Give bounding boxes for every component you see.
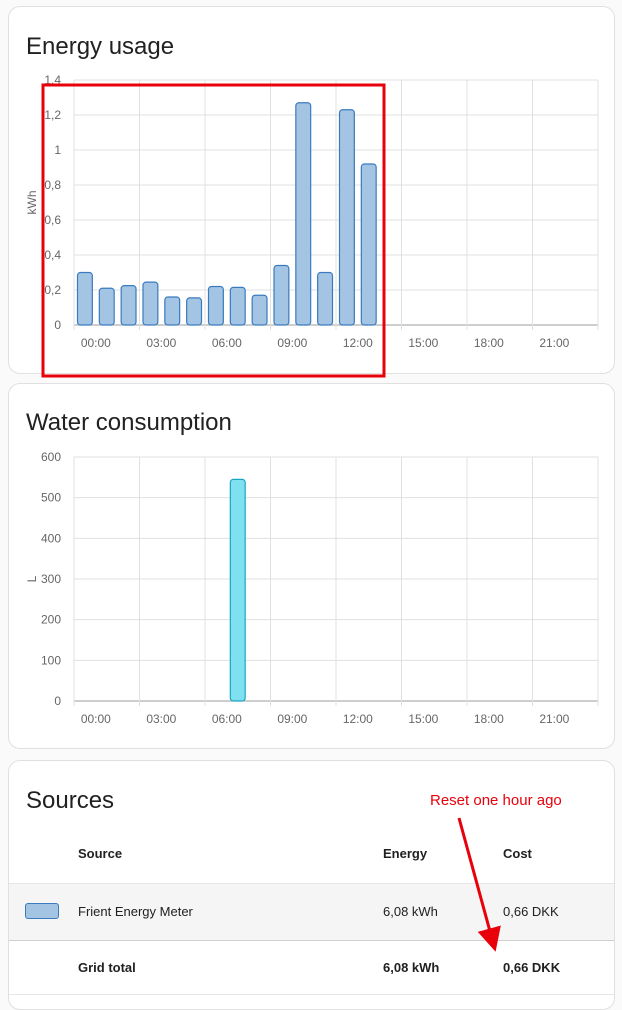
y-tick-label: 100 <box>41 653 61 667</box>
x-tick-label: 09:00 <box>277 336 307 350</box>
chart-bar <box>186 297 203 326</box>
water-consumption-card: Water consumption <box>8 383 615 749</box>
y-axis-label: L <box>25 575 39 582</box>
column-header-energy[interactable]: Energy <box>383 846 428 861</box>
y-tick-label: 1,2 <box>44 108 61 122</box>
y-tick-label: 0,2 <box>44 283 61 297</box>
y-tick-label: 1 <box>54 143 61 157</box>
total-energy: 6,08 kWh <box>383 960 440 975</box>
y-tick-label: 0 <box>54 318 61 332</box>
x-tick-label: 15:00 <box>408 712 438 726</box>
chart-bar <box>98 287 115 326</box>
sources-title: Sources <box>26 787 115 814</box>
energy-usage-chart: 0 0,2 0,4 0,6 0,8 1 1,2 1,4 00:00 03:00 06:00 09:00… <box>25 73 599 350</box>
x-tick-label: 00:00 <box>81 712 111 726</box>
chart-bar <box>251 294 268 326</box>
x-tick-label: 18:00 <box>474 712 504 726</box>
source-color-swatch <box>25 903 59 919</box>
y-tick-label: 300 <box>41 572 61 586</box>
total-label: Grid total <box>78 960 136 975</box>
source-energy: 6,08 kWh <box>383 904 438 919</box>
y-tick-label: 0,4 <box>44 248 61 262</box>
column-header-source[interactable]: Source <box>78 846 123 861</box>
source-name: Frient Energy Meter <box>78 904 193 919</box>
x-tick-label: 21:00 <box>539 712 569 726</box>
chart-bar <box>142 281 159 326</box>
x-tick-label: 00:00 <box>81 336 111 350</box>
source-cost: 0,66 DKK <box>503 904 559 919</box>
chart-bar <box>207 285 224 326</box>
water-consumption-chart: 0 100 200 300 400 500 600 00:00 03:00 06:00 09:00 1… <box>25 450 599 726</box>
x-tick-label: 15:00 <box>408 336 438 350</box>
x-tick-label: 03:00 <box>146 336 176 350</box>
y-tick-label: 200 <box>41 613 61 627</box>
x-tick-label: 12:00 <box>343 712 373 726</box>
column-header-cost[interactable]: Cost <box>503 846 532 861</box>
chart-bar <box>317 271 334 326</box>
sources-card: Sources Source Energy Cost Frient Energy… <box>8 760 615 1010</box>
chart-bar <box>360 163 377 326</box>
y-axis-label: kWh <box>25 191 39 215</box>
total-cost: 0,66 DKK <box>503 960 561 975</box>
x-tick-label: 03:00 <box>146 712 176 726</box>
x-tick-label: 06:00 <box>212 712 242 726</box>
annotation-text: Reset one hour ago <box>430 792 562 809</box>
y-tick-label: 400 <box>41 531 61 545</box>
chart-bar <box>229 478 246 702</box>
table-row[interactable]: Frient Energy Meter 6,08 kWh 0,66 DKK <box>9 883 614 941</box>
y-tick-label: 0,8 <box>44 178 61 192</box>
total-row: Grid total 6,08 kWh 0,66 DKK <box>9 940 614 995</box>
y-tick-label: 0,6 <box>44 213 61 227</box>
x-tick-label: 18:00 <box>474 336 504 350</box>
y-tick-label: 1,4 <box>44 73 61 87</box>
chart-bar <box>120 285 137 326</box>
chart-bar <box>295 102 312 326</box>
x-tick-label: 12:00 <box>343 336 373 350</box>
x-tick-label: 21:00 <box>539 336 569 350</box>
chart-bar <box>273 264 290 326</box>
y-tick-label: 500 <box>41 491 61 505</box>
chart-bar <box>164 296 181 326</box>
chart-bar <box>338 109 355 326</box>
water-consumption-title: Water consumption <box>26 409 232 436</box>
energy-usage-title: Energy usage <box>26 33 175 60</box>
x-tick-label: 09:00 <box>277 712 307 726</box>
y-tick-label: 600 <box>41 450 61 464</box>
y-tick-label: 0 <box>54 694 61 708</box>
x-tick-label: 06:00 <box>212 336 242 350</box>
chart-bar <box>76 271 93 326</box>
chart-bar <box>229 286 246 326</box>
